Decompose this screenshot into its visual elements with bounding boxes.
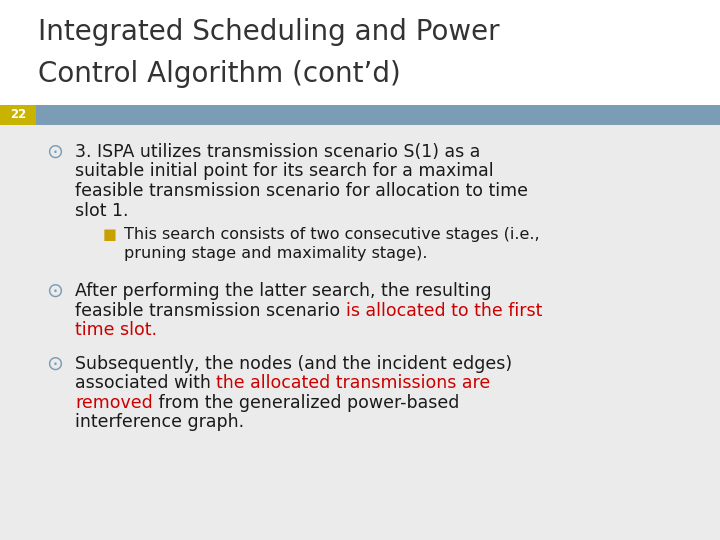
Text: feasible transmission scenario: feasible transmission scenario xyxy=(75,301,346,320)
Text: suitable initial point for its search for a maximal: suitable initial point for its search fo… xyxy=(75,163,494,180)
Text: removed: removed xyxy=(75,394,153,411)
Text: ⊙: ⊙ xyxy=(47,282,63,301)
Text: Control Algorithm (cont’d): Control Algorithm (cont’d) xyxy=(38,60,401,88)
Text: interference graph.: interference graph. xyxy=(75,413,244,431)
Text: time slot.: time slot. xyxy=(75,321,157,339)
Bar xyxy=(0,105,720,125)
Text: ■: ■ xyxy=(103,227,117,242)
Bar xyxy=(0,0,720,105)
Text: slot 1.: slot 1. xyxy=(75,201,128,219)
Bar xyxy=(0,105,36,125)
Text: pruning stage and maximality stage).: pruning stage and maximality stage). xyxy=(124,246,428,260)
Text: from the generalized power-based: from the generalized power-based xyxy=(153,394,459,411)
Text: After performing the latter search, the resulting: After performing the latter search, the … xyxy=(75,282,492,300)
Text: ⊙: ⊙ xyxy=(47,355,63,374)
Text: associated with: associated with xyxy=(75,374,217,392)
Text: is allocated to the first: is allocated to the first xyxy=(346,301,542,320)
Text: Integrated Scheduling and Power: Integrated Scheduling and Power xyxy=(38,18,500,46)
Text: ⊙: ⊙ xyxy=(47,143,63,162)
Text: 22: 22 xyxy=(10,109,26,122)
Text: Subsequently, the nodes (and the incident edges): Subsequently, the nodes (and the inciden… xyxy=(75,355,512,373)
Text: This search consists of two consecutive stages (i.e.,: This search consists of two consecutive … xyxy=(124,227,539,242)
Text: the allocated transmissions are: the allocated transmissions are xyxy=(217,374,490,392)
Bar xyxy=(0,125,720,540)
Text: feasible transmission scenario for allocation to time: feasible transmission scenario for alloc… xyxy=(75,182,528,200)
Text: 3. ISPA utilizes transmission scenario S(1) as a: 3. ISPA utilizes transmission scenario S… xyxy=(75,143,480,161)
